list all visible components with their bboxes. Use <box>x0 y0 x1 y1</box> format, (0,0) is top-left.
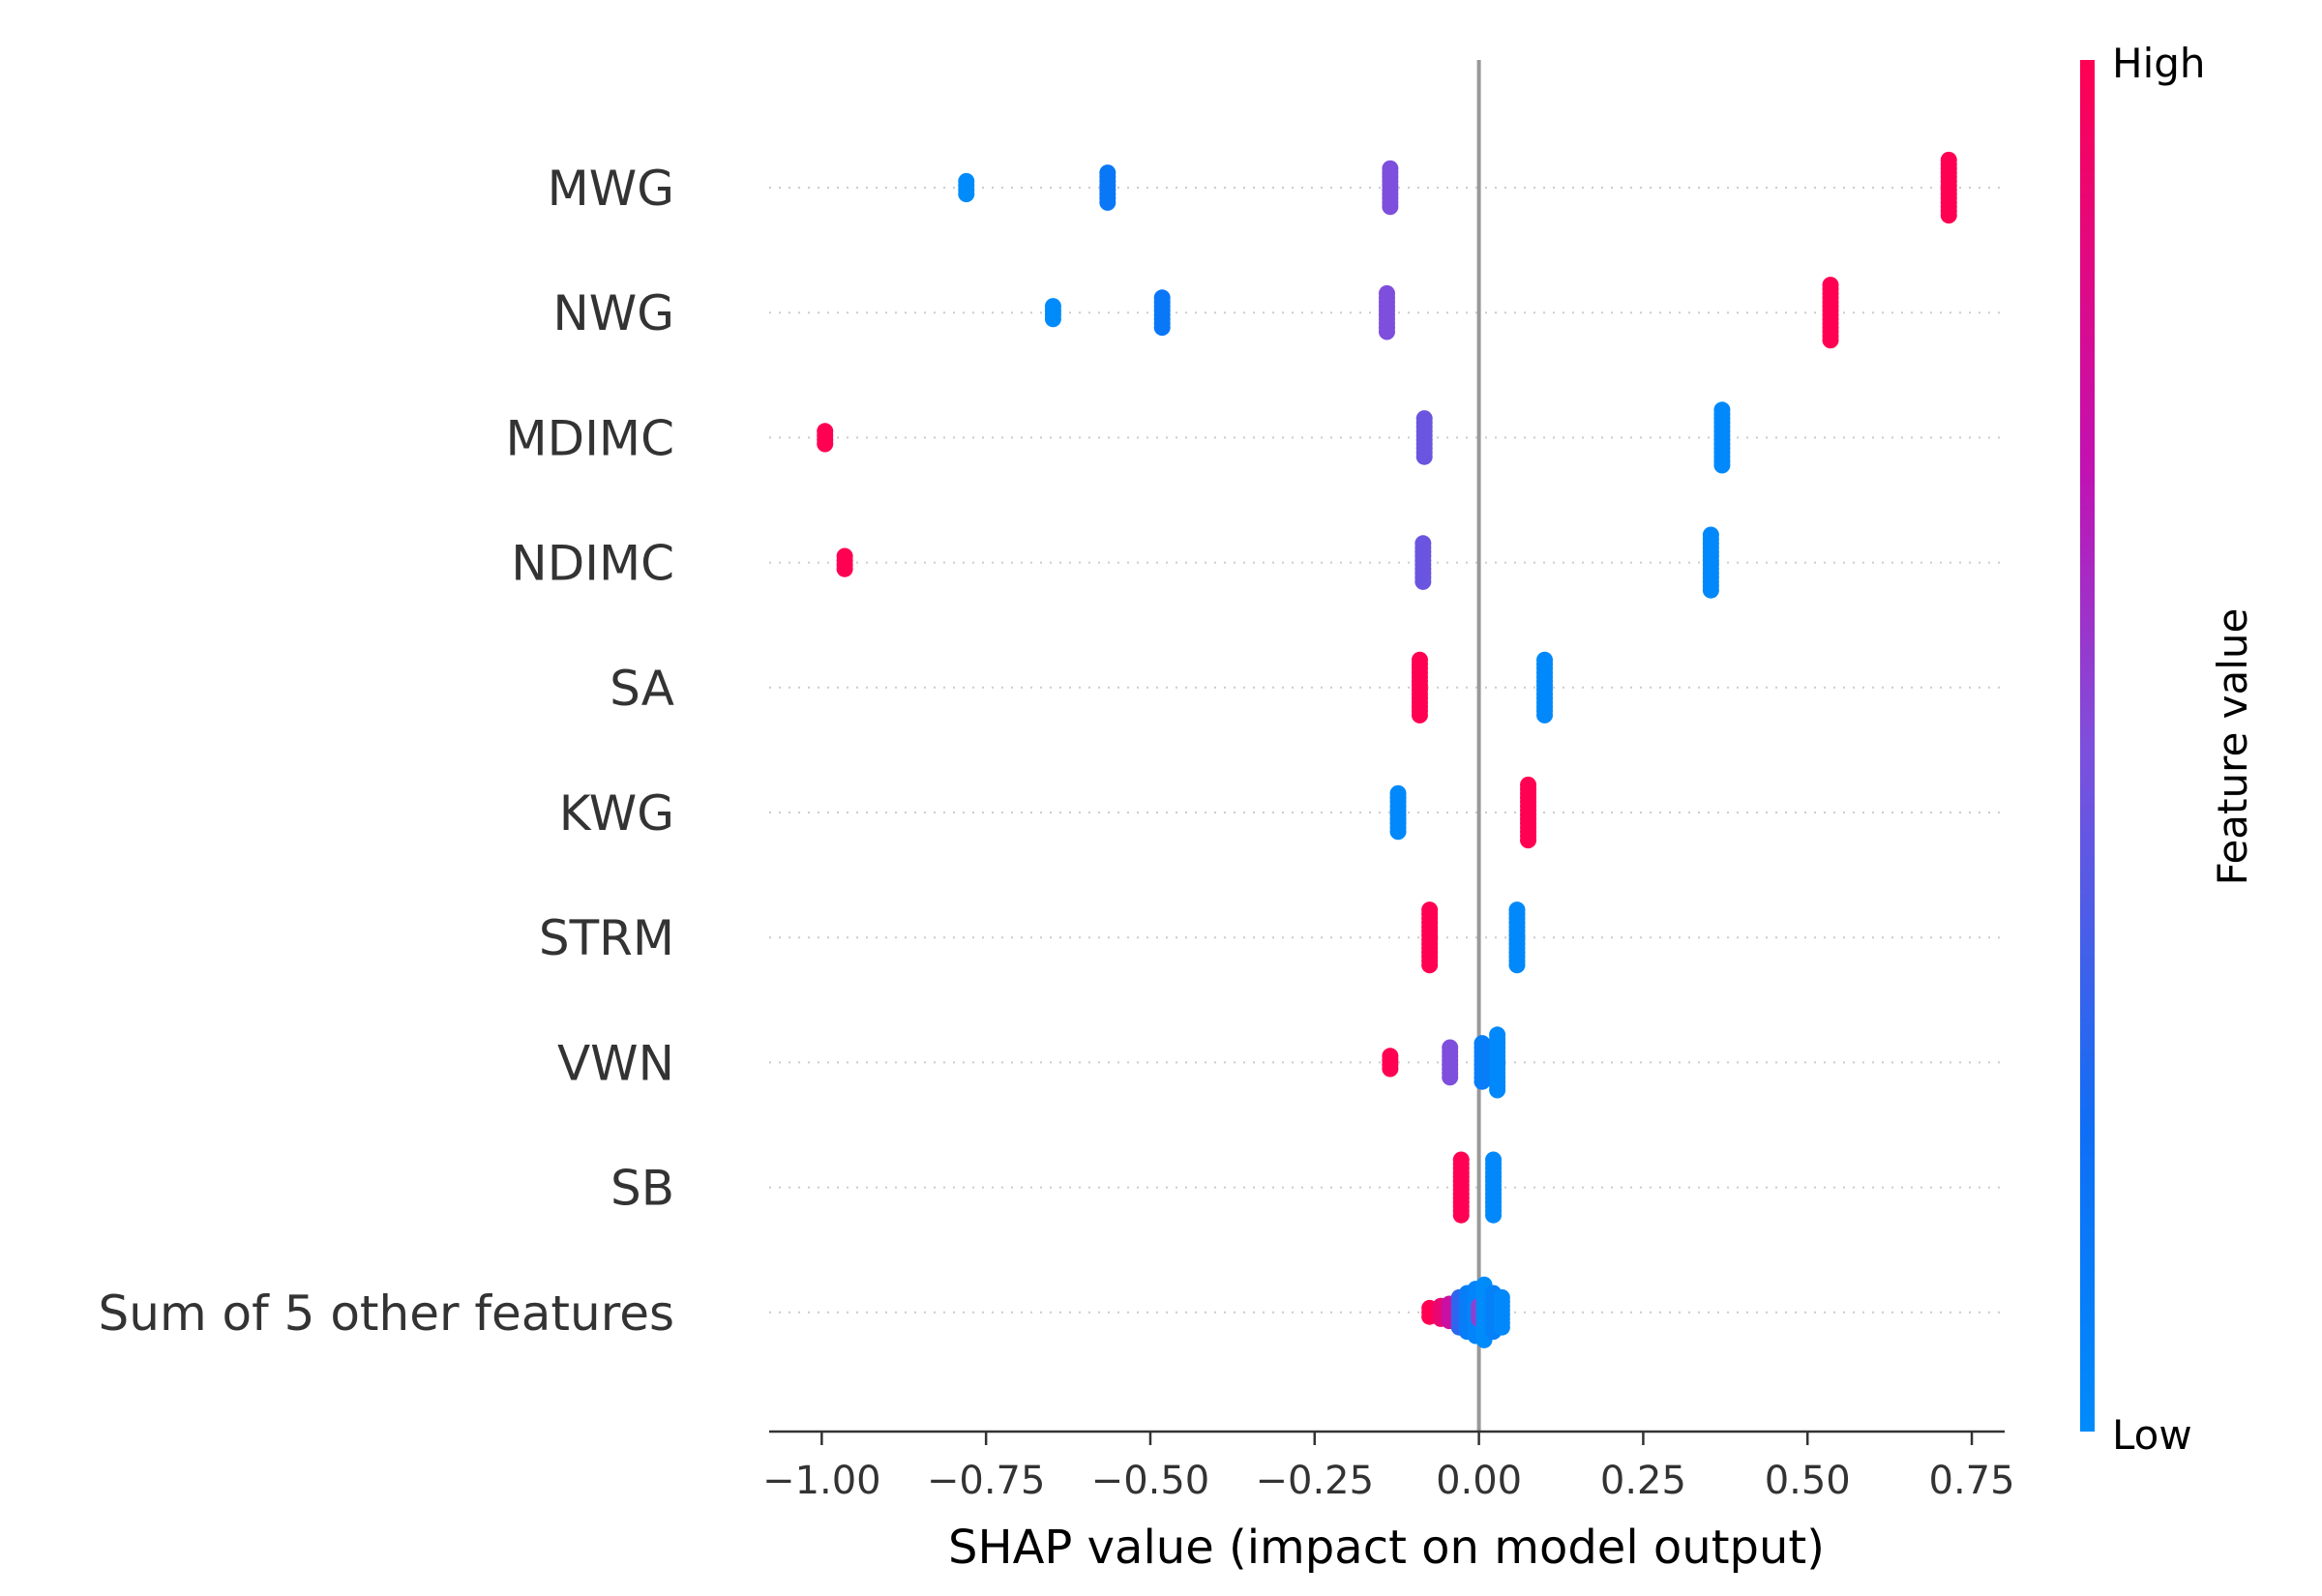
data-point <box>1508 957 1526 974</box>
x-tick-label: 0.75 <box>1929 1459 2015 1503</box>
x-axis: −1.00 −0.75 −0.50 −0.25 0.00 0.25 0.50 0.75 <box>762 1430 2015 1503</box>
x-tick-label: 0.25 <box>1600 1459 1686 1503</box>
data-point <box>1822 332 1839 349</box>
data-point <box>1415 448 1433 465</box>
data-point <box>958 186 975 203</box>
data-point <box>1421 957 1439 974</box>
feature-label: MDIMC <box>506 410 674 466</box>
colorbar: High Low Feature value <box>2080 40 2256 1459</box>
data-point <box>1940 207 1957 224</box>
x-tick-label: −1.00 <box>762 1459 881 1503</box>
x-tick-label: 0.00 <box>1436 1459 1522 1503</box>
x-tick-label: 0.50 <box>1765 1459 1851 1503</box>
feature-label: NWG <box>552 285 674 341</box>
data-point <box>1382 1060 1399 1078</box>
data-point <box>1520 832 1537 849</box>
feature-label: Sum of 5 other features <box>99 1286 674 1342</box>
data-point <box>1474 1073 1491 1090</box>
x-tick-label: −0.25 <box>1255 1459 1374 1503</box>
feature-label: NDIMC <box>511 536 674 592</box>
colorbar-title: Feature value <box>2209 608 2256 886</box>
x-axis-title: SHAP value (impact on model output) <box>948 1521 1825 1575</box>
data-point <box>817 435 834 453</box>
feature-label: VWN <box>557 1035 674 1091</box>
data-point <box>1379 323 1395 340</box>
data-point <box>1044 310 1061 328</box>
data-point <box>1382 198 1399 216</box>
feature-labels: MWG NWG MDIMC NDIMC SA KWG STRM VWN SB Sum of 5 o… <box>99 161 674 1342</box>
data-point <box>1493 1318 1510 1336</box>
colorbar-high-label: High <box>2112 40 2206 87</box>
data-point <box>1702 581 1719 599</box>
feature-label: MWG <box>548 161 674 217</box>
data-point <box>1713 457 1731 474</box>
feature-label: SB <box>610 1161 674 1217</box>
data-point <box>1489 1081 1506 1099</box>
data-point <box>1411 706 1428 724</box>
x-tick-label: −0.75 <box>927 1459 1046 1503</box>
data-point <box>1414 573 1432 590</box>
colorbar-gradient <box>2080 60 2095 1432</box>
colorbar-low-label: Low <box>2112 1411 2192 1459</box>
data-points <box>817 151 1957 1348</box>
x-tick-label: −0.50 <box>1091 1459 1210 1503</box>
feature-label: SA <box>610 661 674 717</box>
data-point <box>1485 1206 1503 1224</box>
feature-label: KWG <box>559 785 674 842</box>
data-point <box>1442 1069 1459 1086</box>
data-point <box>1452 1206 1470 1224</box>
row-gridlines <box>769 187 2005 1314</box>
data-point <box>836 560 853 577</box>
data-point <box>1536 706 1554 724</box>
data-point <box>1153 319 1171 337</box>
data-point <box>1099 193 1116 211</box>
feature-label: STRM <box>539 910 674 966</box>
data-point <box>1389 823 1407 841</box>
